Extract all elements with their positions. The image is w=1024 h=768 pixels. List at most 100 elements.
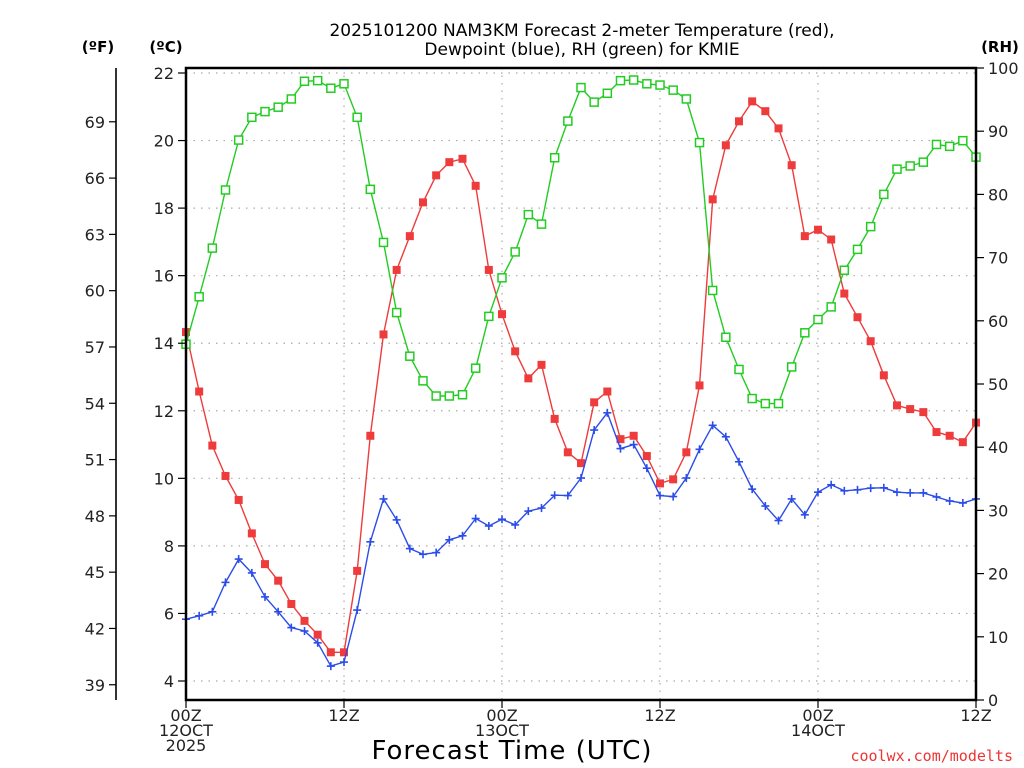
data-point-marker [681, 94, 692, 104]
series-line [185, 100, 977, 653]
data-point-marker [524, 507, 533, 516]
data-point-marker [536, 219, 547, 229]
fahrenheit-tick-label: 57 [85, 338, 105, 357]
fahrenheit-tick-label: 69 [85, 113, 105, 132]
data-point-marker [694, 137, 705, 148]
data-point-marker [786, 362, 797, 372]
data-point-marker [340, 648, 348, 657]
data-point-marker [366, 537, 375, 546]
data-point-marker [260, 106, 270, 117]
data-point-marker [944, 141, 955, 152]
data-point-marker [615, 75, 626, 86]
data-point-marker [629, 431, 638, 440]
data-point-marker [392, 265, 401, 274]
data-point-marker [550, 491, 559, 500]
data-point-marker [682, 473, 691, 482]
time-tick-label: 12Z [328, 706, 359, 725]
fahrenheit-tick-label: 54 [85, 394, 105, 413]
data-point-marker [549, 152, 560, 163]
rh-axis-unit-label: (RH) [981, 38, 1019, 56]
data-point-marker [221, 578, 230, 587]
data-point-marker [589, 97, 599, 107]
data-point-marker [299, 76, 310, 87]
data-point-marker [945, 431, 954, 440]
data-point-marker [734, 364, 744, 375]
time-tick-label: 14OCT [791, 721, 845, 740]
data-point-marker [484, 311, 494, 322]
time-tick-label: 2025 [166, 736, 207, 755]
data-point-marker [405, 232, 414, 241]
data-point-marker [379, 330, 388, 339]
data-point-marker [932, 492, 941, 501]
data-point-marker [208, 607, 217, 616]
data-point-marker [378, 237, 389, 248]
data-point-marker [247, 568, 256, 577]
data-point-marker [261, 592, 269, 601]
data-point-marker [919, 408, 928, 417]
celsius-tick-label: 12 [154, 402, 174, 421]
data-point-marker [353, 606, 362, 615]
chart-title-line-2: Dewpoint (blue), RH (green) for KMIE [424, 40, 739, 60]
data-point-marker [655, 80, 665, 90]
data-point-marker [405, 544, 414, 553]
data-point-marker [839, 265, 850, 275]
data-point-marker [814, 225, 822, 234]
data-point-marker [498, 310, 506, 319]
data-point-marker [906, 405, 915, 414]
data-point-marker [721, 332, 731, 342]
time-tick-label: 00Z [170, 706, 201, 725]
data-point-marker [458, 154, 467, 163]
data-point-marker [419, 198, 427, 207]
plot-frame [184, 66, 978, 702]
data-point-marker [524, 374, 533, 383]
data-point-marker [761, 107, 770, 116]
x-axis-title: Forecast Time (UTC) [371, 736, 652, 766]
data-point-marker [352, 112, 362, 123]
data-point-marker [656, 491, 664, 500]
data-point-marker [445, 158, 454, 167]
fahrenheit-tick-label: 60 [85, 282, 105, 301]
data-point-marker [708, 195, 717, 204]
celsius-axis-unit-label: (ºC) [149, 38, 182, 56]
data-point-marker [813, 314, 823, 325]
data-point-marker [748, 97, 757, 106]
data-point-marker [261, 560, 269, 569]
data-point-marker [379, 494, 388, 503]
data-point-marker [300, 616, 309, 625]
data-point-marker [642, 79, 652, 89]
celsius-tick-label: 4 [164, 672, 174, 691]
fahrenheit-tick-label: 66 [85, 169, 105, 188]
data-point-marker [590, 398, 599, 407]
data-point-marker [603, 408, 612, 417]
credit-link[interactable]: coolwx.com/modelts [850, 747, 1013, 765]
data-point-marker [931, 139, 942, 150]
data-point-marker [484, 265, 493, 274]
fahrenheit-axis-unit-label: (ºF) [82, 38, 114, 56]
data-point-marker [550, 414, 559, 423]
data-point-marker [340, 658, 348, 667]
data-point-marker [432, 171, 441, 180]
data-point-marker [431, 391, 441, 401]
data-point-marker [365, 184, 376, 195]
series-dewpoint [182, 408, 980, 671]
axes-layer: 4 6 8 10 12 14 16 18 20 22 39 42 45 48 51 54 57 60 63 66 69 0… [85, 59, 1019, 755]
data-point-marker [576, 82, 586, 93]
data-point-marker [682, 448, 691, 457]
time-tick-label: 12OCT [159, 721, 213, 740]
data-point-marker [774, 516, 783, 525]
data-point-marker [273, 102, 283, 112]
data-point-marker [945, 496, 954, 505]
data-point-marker [419, 550, 427, 559]
celsius-tick-label: 16 [154, 267, 174, 286]
data-point-marker [326, 648, 335, 657]
data-point-marker [721, 432, 730, 441]
data-point-marker [497, 273, 507, 283]
fahrenheit-tick-label: 42 [85, 619, 105, 638]
data-point-marker [748, 485, 757, 494]
fahrenheit-tick-label: 48 [85, 507, 105, 526]
data-point-marker [879, 371, 888, 380]
data-point-marker [577, 473, 585, 482]
data-point-marker [840, 289, 849, 298]
data-point-marker [432, 548, 441, 557]
data-point-marker [893, 401, 901, 410]
